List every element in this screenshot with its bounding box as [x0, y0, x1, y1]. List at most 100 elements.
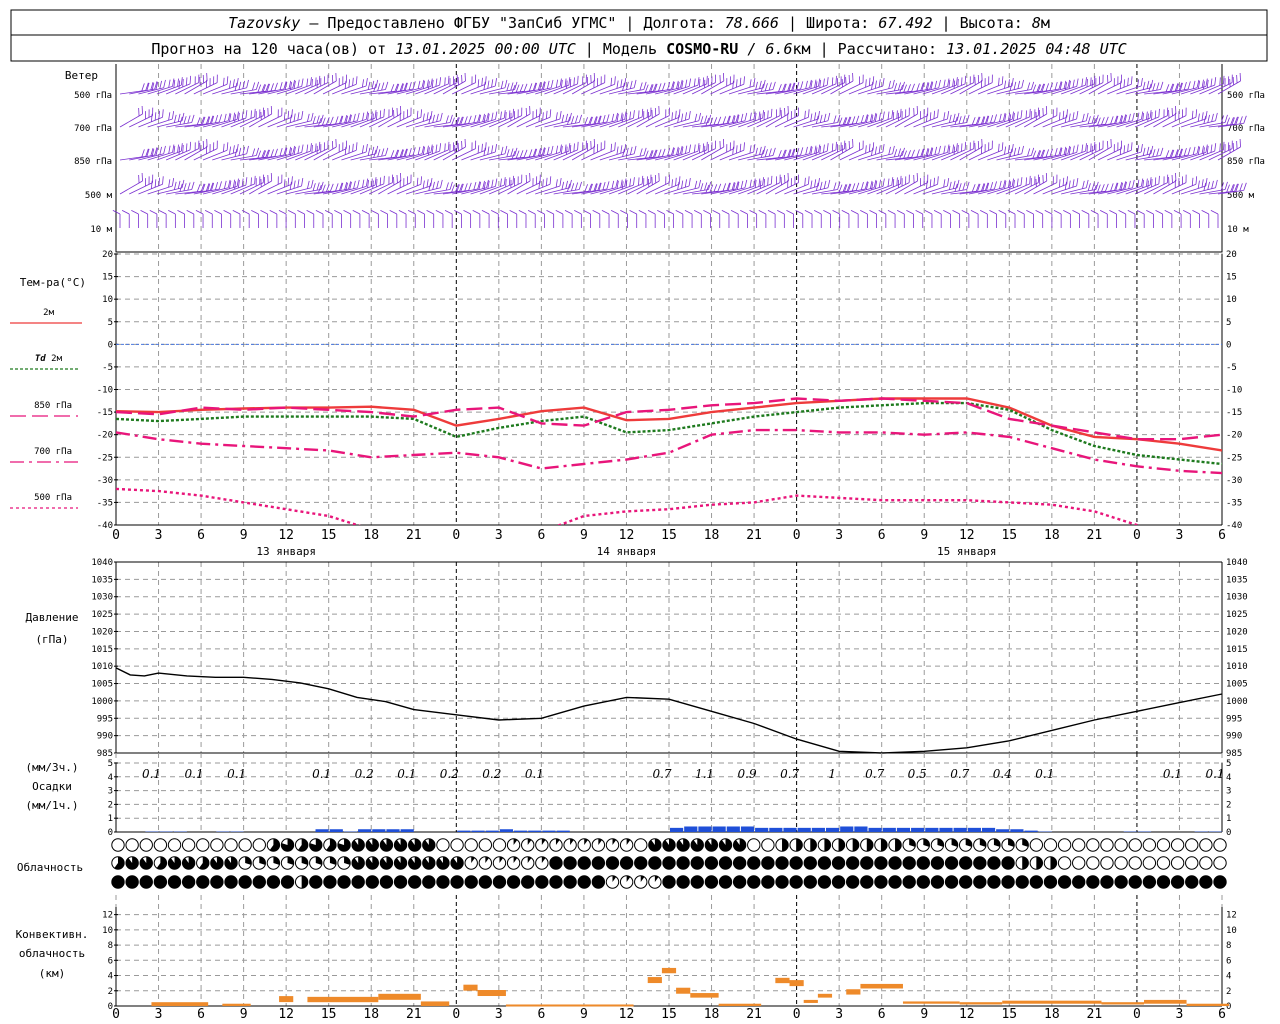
wind-barb-staff [701, 80, 725, 95]
wind-barb-staff [1217, 80, 1241, 95]
wind-barb-staff [359, 155, 386, 161]
cloud-cover-fill-partial [598, 838, 602, 845]
wind-barb-flag [947, 178, 950, 187]
wind-barb-staff [1005, 183, 1030, 195]
wind-barb-flag [1013, 112, 1015, 121]
wind-barb-flag [456, 117, 460, 126]
convective-tick-right: 8 [1226, 941, 1231, 951]
wind-barb-flag [301, 178, 304, 187]
wind-barb-staff [1190, 150, 1215, 161]
wind-barb-flag [151, 82, 155, 91]
cloud-cover-fill-partial [895, 838, 902, 852]
wind-barb-staff [627, 156, 654, 161]
wind-barb-staff [498, 182, 522, 195]
wind-barb-flag [1004, 113, 1007, 122]
legend-label-500: 500 гПа [34, 493, 72, 503]
wind-barb-flag [431, 79, 434, 88]
wind-barb-flag [610, 143, 613, 152]
wind-barb-flag [421, 145, 425, 154]
wind-barb-flag [1115, 115, 1119, 124]
wind-barb-flag [158, 110, 160, 119]
wind-barb-flag [744, 112, 748, 121]
wind-barb-flag [361, 79, 365, 88]
wind-barb-flag [1085, 179, 1089, 188]
precip-bar [854, 826, 868, 832]
wind-barb-flag [482, 113, 485, 122]
wind-barb-flag [650, 84, 654, 93]
wind-barb-flag [772, 147, 776, 156]
wind-barb-staff [885, 156, 912, 161]
cloud-cover-fill-full [761, 856, 775, 870]
wind-barb-flag [1235, 183, 1239, 192]
precip-bar [358, 829, 372, 832]
wind-barb-flag [847, 183, 852, 192]
wind-barb-flag [534, 82, 538, 91]
wind-barb-staff [239, 182, 264, 195]
wind-barb-flag [772, 81, 776, 90]
wind-barb-flag [783, 83, 787, 92]
wind-barb-flag [380, 210, 388, 215]
wind-barb-staff [415, 84, 440, 95]
wind-barb-staff [1070, 83, 1095, 95]
cloud-cover-fill-full [592, 856, 605, 870]
wind-barb-flag [1165, 150, 1170, 158]
wind-barb-flag [560, 145, 563, 154]
wind-barb-flag [985, 182, 989, 191]
cloud-cover-fill-full [747, 875, 760, 889]
pressure-tick-right: 1010 [1226, 662, 1248, 672]
temp-tick-left: -25 [97, 453, 113, 463]
wind-barb-flag [1026, 210, 1034, 215]
cloud-cover-fill-partial [527, 838, 532, 845]
cloud-cover-fill-full [874, 875, 888, 889]
hour-label: 0 [452, 1007, 460, 1022]
wind-barb-flag [1076, 144, 1079, 153]
cloud-cover-fill-partial [199, 856, 209, 870]
wind-barb-flag [274, 82, 278, 91]
wind-barb-staff [599, 119, 625, 128]
wind-barb-staff [1125, 117, 1151, 128]
wind-barb-flag [1132, 112, 1135, 121]
wind-barb-flag [1093, 141, 1096, 150]
wind-barb-flag [643, 81, 647, 90]
wind-barb-flag [1196, 79, 1200, 88]
wind-barb-staff [590, 83, 615, 95]
wind-barb-flag [815, 81, 818, 90]
wind-barb-staff [138, 116, 163, 128]
wind-barb-staff [313, 189, 340, 195]
wind-barb-staff [1042, 87, 1069, 95]
wind-barb-flag [151, 180, 153, 189]
wind-barb-flag [1120, 115, 1124, 124]
wind-barb-flag [528, 149, 533, 158]
wind-barb-staff [295, 189, 321, 195]
wind-barb-flag [324, 210, 333, 215]
precip-bar [755, 827, 769, 832]
wind-barb-flag [697, 77, 700, 86]
wind-barb-flag [146, 148, 150, 157]
wind-barb-flag [625, 112, 628, 121]
wind-barb-flag [361, 145, 365, 154]
wind-barb-flag [676, 80, 679, 89]
wind-barb-flag [1179, 82, 1183, 91]
wind-barb-flag [688, 111, 691, 120]
wind-barb-flag [568, 143, 571, 152]
wind-barb-flag [699, 78, 701, 87]
hour-label: 3 [495, 1007, 503, 1022]
wind-barb-flag [330, 116, 334, 125]
wind-barb-flag [262, 150, 267, 159]
wind-barb-flag [151, 113, 153, 122]
wind-barb-flag [510, 148, 514, 157]
wind-barb-flag [763, 111, 765, 120]
wind-barb-flag [1128, 113, 1131, 122]
wind-barb-flag [205, 116, 210, 125]
wind-barb-flag [200, 116, 205, 125]
wind-barb-flag [571, 183, 575, 191]
wind-barb-flag [753, 178, 756, 187]
pressure-tick-left: 995 [97, 714, 113, 724]
wind-level-right-700hpa: 700 гПа [1227, 124, 1265, 134]
wind-barb-flag [893, 149, 898, 157]
cloud-cover-fill-full [1199, 875, 1213, 889]
wind-barb-staff [387, 154, 414, 161]
wind-barb-flag [426, 179, 429, 188]
wind-barb-staff [193, 121, 220, 128]
day-label: 14 января [597, 545, 657, 558]
